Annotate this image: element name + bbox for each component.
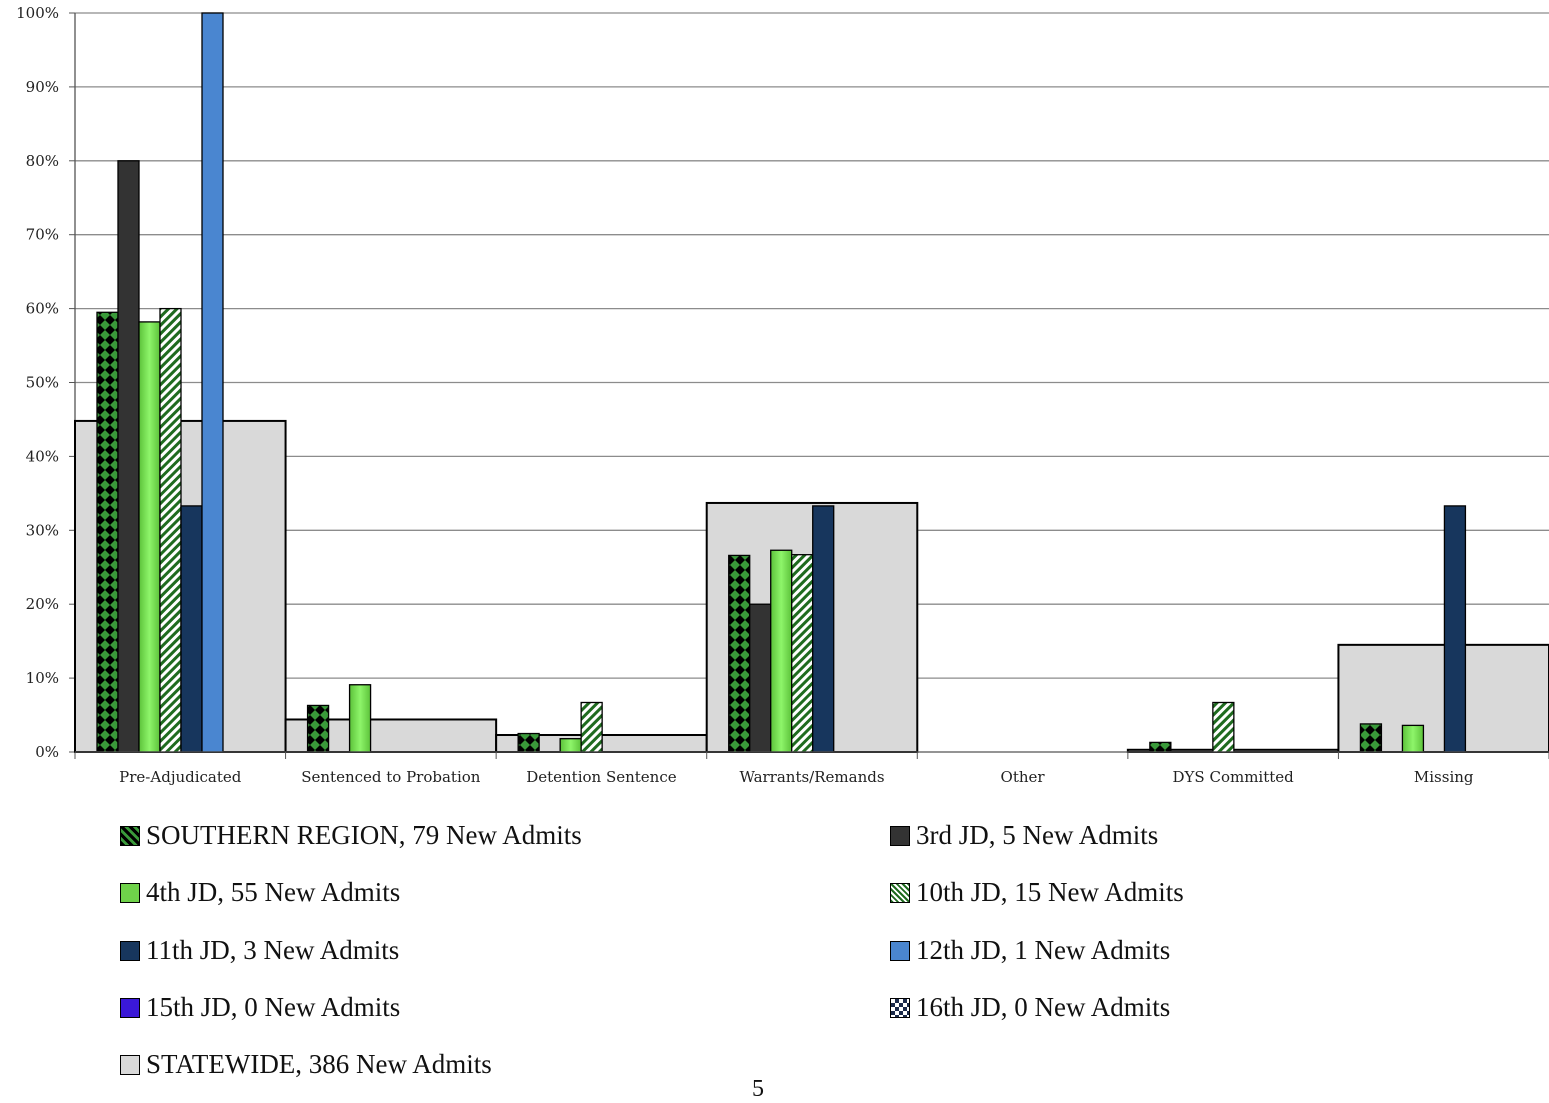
bar (180, 505, 203, 753)
category-label: DYS Committed (1173, 768, 1295, 786)
series-bars (96, 12, 1467, 753)
bar (559, 738, 582, 753)
bar (728, 554, 751, 753)
y-tick-label: 10% (26, 669, 59, 687)
y-tick-label: 20% (26, 595, 59, 613)
legend-label: 12th JD, 1 New Admits (916, 935, 1171, 965)
legend-item-10th-jd: 10th JD, 15 New Admits (890, 877, 1184, 908)
bar (159, 307, 182, 753)
legend-label: 4th JD, 55 New Admits (146, 877, 401, 907)
y-tick-label: 90% (26, 78, 59, 96)
legend-item-4th-jd: 4th JD, 55 New Admits (120, 877, 400, 908)
bar (306, 704, 330, 753)
bar (791, 554, 814, 753)
bar (1401, 724, 1425, 753)
y-tick-label: 40% (26, 447, 59, 465)
page-number: 5 (752, 1076, 764, 1102)
y-tick-label: 80% (26, 152, 59, 170)
legend-label: SOUTHERN REGION, 79 New Admits (146, 820, 582, 850)
bar (812, 505, 835, 753)
legend-swatch (120, 997, 140, 1018)
bar (517, 732, 540, 753)
legend-item-3rd-jd: 3rd JD, 5 New Admits (890, 820, 1158, 851)
bar (1212, 701, 1235, 753)
category-label: Missing (1414, 768, 1474, 786)
legend-item-15th-jd: 15th JD, 0 New Admits (120, 992, 400, 1023)
legend-item-11th-jd: 11th JD, 3 New Admits (120, 935, 399, 966)
bar (1359, 723, 1383, 753)
y-tick-label: 70% (26, 226, 59, 244)
bar (117, 160, 140, 753)
bar (201, 12, 224, 753)
legend-label: 15th JD, 0 New Admits (146, 992, 401, 1022)
category-label: Pre-Adjudicated (119, 768, 242, 786)
legend-item-southern-region: SOUTHERN REGION, 79 New Admits (120, 820, 582, 851)
legend-swatch (890, 825, 910, 846)
y-tick-label: 50% (26, 374, 59, 392)
legend-swatch (890, 940, 910, 961)
category-label: Sentenced to Probation (301, 768, 481, 786)
gridlines (75, 12, 1549, 679)
category-label: Warrants/Remands (739, 768, 884, 786)
legend-label: STATEWIDE, 386 New Admits (146, 1049, 492, 1079)
y-axis: 0% 10% 20% 30% 40% 50% 60% 70% 80% 90% 100% (16, 4, 76, 761)
bar (749, 603, 772, 753)
category-label: Detention Sentence (526, 768, 677, 786)
bar (348, 684, 372, 753)
legend-label: 16th JD, 0 New Admits (916, 992, 1171, 1022)
y-tick-label: 30% (26, 521, 59, 539)
y-tick-label: 60% (26, 300, 59, 318)
category-label: Other (1001, 768, 1046, 786)
bar (138, 321, 161, 753)
legend-swatch (120, 882, 140, 903)
legend-label: 3rd JD, 5 New Admits (916, 820, 1159, 850)
legend-swatch (890, 882, 910, 903)
legend-item-statewide: STATEWIDE, 386 New Admits (120, 1049, 492, 1080)
legend-label: 10th JD, 15 New Admits (916, 877, 1184, 907)
legend-swatch (120, 825, 140, 846)
x-axis: Pre-Adjudicated Sentenced to Probation Det… (74, 751, 1549, 786)
legend-swatch (120, 1054, 140, 1075)
y-tick-label: 0% (35, 743, 59, 761)
y-tick-label: 100% (16, 4, 59, 22)
bar (96, 311, 119, 753)
bar (580, 701, 603, 753)
legend-item-16th-jd: 16th JD, 0 New Admits (890, 992, 1170, 1023)
bar (1149, 741, 1172, 753)
bar (1443, 505, 1467, 753)
bar (770, 549, 793, 753)
legend-label: 11th JD, 3 New Admits (146, 935, 400, 965)
legend-swatch (890, 997, 910, 1018)
legend-swatch (120, 940, 140, 961)
legend-item-12th-jd: 12th JD, 1 New Admits (890, 935, 1170, 966)
bar-chart: 0% 10% 20% 30% 40% 50% 60% 70% 80% 90% 100% Pre-Ad… (16, 4, 1549, 786)
